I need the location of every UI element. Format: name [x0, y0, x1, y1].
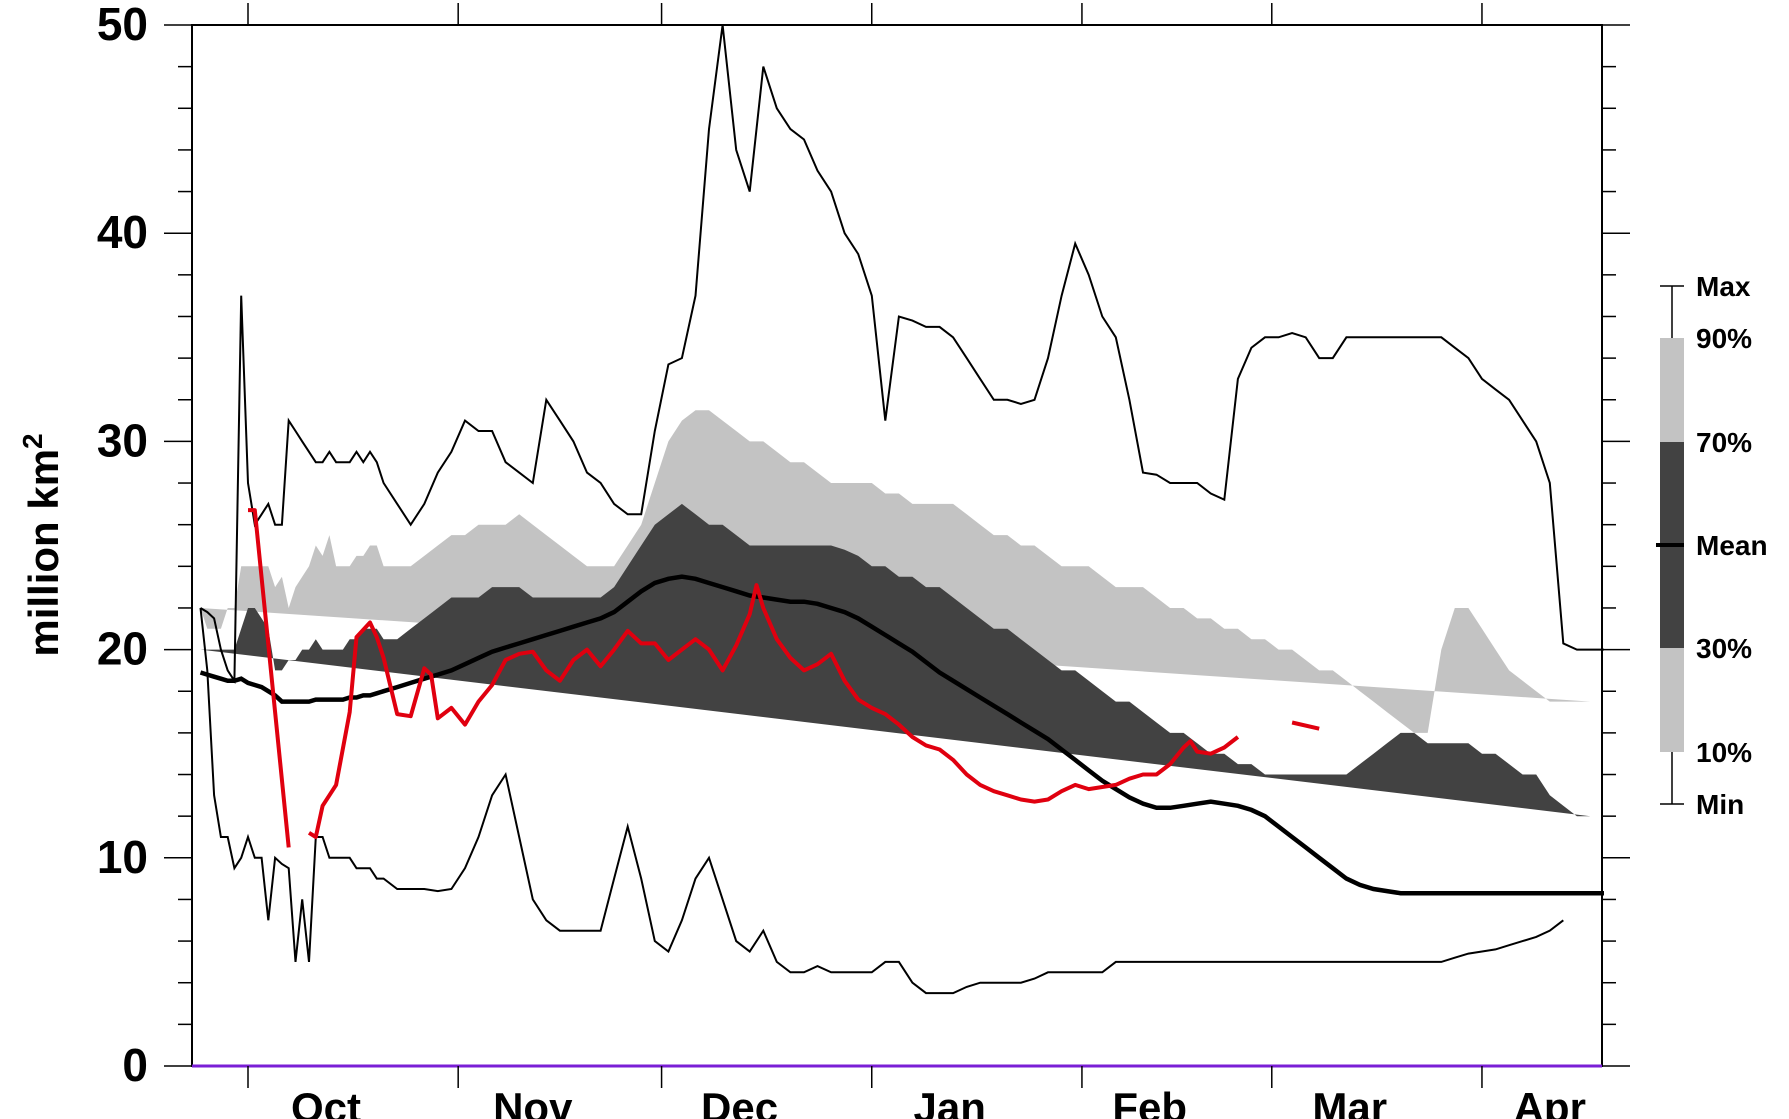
x-tick-label: Oct — [291, 1084, 361, 1119]
current-line-segment-1 — [248, 508, 291, 848]
legend: Max 90% 70% Mean 30% 10% Min — [1656, 271, 1768, 820]
x-tick-label: Jan — [914, 1084, 986, 1119]
y-tick-label: 0 — [122, 1039, 148, 1091]
percentile-bands — [200, 410, 1591, 817]
y-tick-label: 10 — [97, 831, 148, 883]
x-tick-label: Dec — [701, 1084, 778, 1119]
x-tick-label: Apr — [1514, 1084, 1586, 1119]
y-axis-label: million km2 — [17, 433, 67, 656]
legend-swatch-70-90 — [1660, 338, 1684, 442]
x-tick-label: Nov — [493, 1084, 573, 1119]
y-tick-label: 20 — [97, 623, 148, 675]
legend-label-90: 90% — [1696, 323, 1752, 354]
legend-label-30: 30% — [1696, 633, 1752, 664]
max-line — [199, 24, 1604, 685]
y-tick-label: 30 — [97, 414, 148, 466]
min-line — [199, 607, 1564, 995]
band-30-70 — [200, 503, 1591, 817]
y-tick-label: 40 — [97, 206, 148, 258]
legend-label-mean: Mean — [1696, 530, 1768, 561]
legend-swatch-10-30 — [1660, 648, 1684, 752]
x-tick-label: Feb — [1112, 1084, 1187, 1119]
legend-label-10: 10% — [1696, 737, 1752, 768]
x-tick-label: Mar — [1312, 1084, 1387, 1119]
legend-label-70: 70% — [1696, 427, 1752, 458]
current-line-segment-3 — [1291, 720, 1320, 731]
current-line-segment-2 — [307, 583, 1240, 839]
legend-label-min: Min — [1696, 789, 1744, 820]
y-tick-label: 50 — [97, 0, 148, 50]
y-axis-label-superscript: 2 — [17, 433, 48, 449]
axes: 0 10 20 30 40 50 Oct Nov Dec Jan Feb Mar Apr million … — [17, 0, 1630, 1119]
band-10-90 — [200, 410, 1591, 733]
legend-label-max: Max — [1696, 271, 1751, 302]
data-lines — [199, 24, 1604, 995]
mean-line — [199, 574, 1604, 896]
